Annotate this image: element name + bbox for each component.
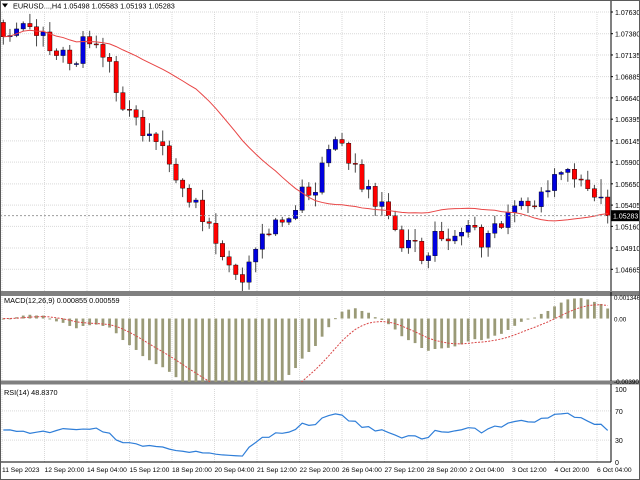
svg-text:0.001346: 0.001346 — [614, 295, 640, 302]
svg-text:1.05160: 1.05160 — [615, 224, 640, 231]
svg-text:1.06885: 1.06885 — [615, 75, 640, 82]
svg-text:1.05283: 1.05283 — [613, 214, 638, 221]
svg-text:MACD(12,26,9) 0.000855 0.00055: MACD(12,26,9) 0.000855 0.000559 — [4, 296, 120, 305]
svg-text:14 Sep 04:00: 14 Sep 04:00 — [87, 467, 127, 474]
svg-text:12 Sep 20:00: 12 Sep 20:00 — [45, 467, 85, 474]
svg-text:70: 70 — [615, 409, 623, 416]
svg-text:4 Oct 20:00: 4 Oct 20:00 — [555, 467, 590, 474]
svg-text:2 Oct 04:00: 2 Oct 04:00 — [470, 467, 505, 474]
svg-text:26 Sep 04:00: 26 Sep 04:00 — [342, 467, 382, 474]
svg-text:1.05650: 1.05650 — [615, 182, 640, 189]
svg-text:1.06145: 1.06145 — [615, 139, 640, 146]
svg-text:28 Sep 20:00: 28 Sep 20:00 — [427, 467, 467, 474]
svg-text:1.04910: 1.04910 — [615, 246, 640, 253]
svg-text:1.07630: 1.07630 — [615, 10, 640, 17]
svg-text:11 Sep 2023: 11 Sep 2023 — [2, 467, 40, 474]
svg-text:18 Sep 20:00: 18 Sep 20:00 — [172, 467, 212, 474]
svg-text:3 Oct 12:00: 3 Oct 12:00 — [512, 467, 547, 474]
svg-text:30: 30 — [615, 438, 623, 445]
svg-text:20 Sep 04:00: 20 Sep 04:00 — [215, 467, 255, 474]
svg-text:1.06395: 1.06395 — [615, 117, 640, 124]
svg-text:1.04665: 1.04665 — [615, 267, 640, 274]
svg-text:15 Sep 12:00: 15 Sep 12:00 — [130, 467, 170, 474]
svg-text:100: 100 — [615, 387, 627, 394]
svg-text:27 Sep 12:00: 27 Sep 12:00 — [385, 467, 425, 474]
svg-text:1.07135: 1.07135 — [615, 53, 640, 60]
svg-text:EURUSD...,H4 1.05498 1.05583: EURUSD...,H4 1.05498 1.05583 1.05193 1.0… — [13, 1, 175, 10]
svg-text:6 Oct 04:00: 6 Oct 04:00 — [597, 467, 632, 474]
svg-text:0: 0 — [615, 460, 619, 467]
svg-text:RSI(14) 48.8370: RSI(14) 48.8370 — [4, 388, 58, 397]
svg-text:0.00: 0.00 — [614, 317, 627, 324]
svg-text:1.06640: 1.06640 — [615, 96, 640, 103]
svg-text:22 Sep 20:00: 22 Sep 20:00 — [300, 467, 340, 474]
svg-text:21 Sep 12:00: 21 Sep 12:00 — [257, 467, 297, 474]
svg-text:1.05405: 1.05405 — [615, 203, 640, 210]
svg-text:-0.003904: -0.003904 — [614, 379, 640, 386]
svg-text:1.07380: 1.07380 — [615, 32, 640, 39]
svg-text:1.05900: 1.05900 — [615, 160, 640, 167]
